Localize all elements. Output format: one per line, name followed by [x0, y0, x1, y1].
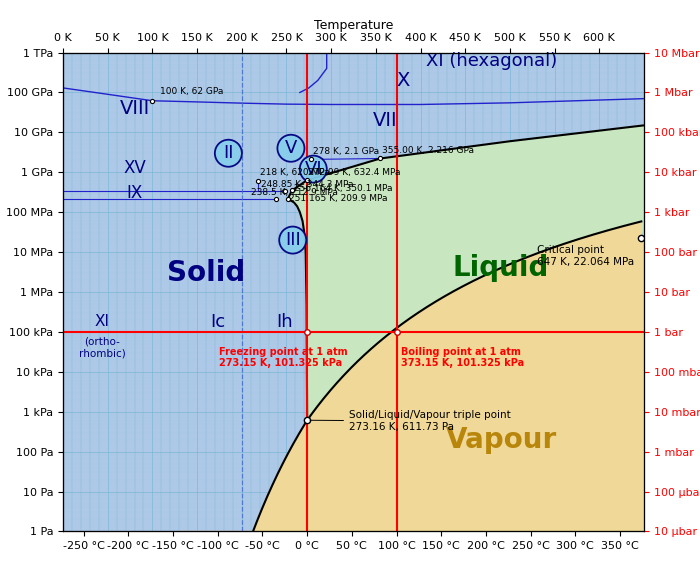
- Text: 256.164 K, 350.1 MPa: 256.164 K, 350.1 MPa: [293, 184, 392, 193]
- Text: Liquid: Liquid: [453, 254, 550, 282]
- Text: Ic: Ic: [210, 312, 225, 331]
- Text: 251.165 K, 209.9 MPa: 251.165 K, 209.9 MPa: [289, 194, 388, 203]
- Text: 238.5 K, 212.9 MPa: 238.5 K, 212.9 MPa: [251, 188, 337, 197]
- Text: 100 K, 62 GPa: 100 K, 62 GPa: [160, 88, 223, 96]
- Text: Vapour: Vapour: [445, 426, 556, 454]
- Text: Solid/Liquid/Vapour triple point
273.16 K, 611.73 Pa: Solid/Liquid/Vapour triple point 273.16 …: [310, 411, 511, 432]
- Text: 248.85 K, 344.3 MPa: 248.85 K, 344.3 MPa: [261, 180, 354, 189]
- Text: VIII: VIII: [120, 99, 150, 118]
- Text: (ortho-
rhombic): (ortho- rhombic): [79, 337, 126, 359]
- Text: V: V: [285, 139, 297, 157]
- Text: 218 K, 620 MPa: 218 K, 620 MPa: [260, 168, 330, 178]
- Text: Ih: Ih: [276, 312, 293, 331]
- Y-axis label: Pressure: Pressure: [0, 265, 4, 319]
- Text: Freezing point at 1 atm
273.15 K, 101.325 kPa: Freezing point at 1 atm 273.15 K, 101.32…: [219, 346, 348, 368]
- Text: X: X: [396, 71, 410, 90]
- Text: 355.00 K, 2.216 GPa: 355.00 K, 2.216 GPa: [382, 146, 474, 155]
- Text: XI: XI: [94, 314, 110, 329]
- Text: IX: IX: [127, 184, 143, 202]
- Text: II: II: [223, 144, 234, 162]
- Text: 272.99 K, 632.4 MPa: 272.99 K, 632.4 MPa: [308, 168, 400, 178]
- Text: Solid: Solid: [167, 259, 245, 287]
- Polygon shape: [288, 126, 644, 420]
- Text: Critical point
647 K, 22.064 MPa: Critical point 647 K, 22.064 MPa: [537, 245, 634, 267]
- Text: VII: VII: [372, 111, 397, 130]
- Polygon shape: [179, 221, 644, 584]
- Text: Boiling point at 1 atm
373.15 K, 101.325 kPa: Boiling point at 1 atm 373.15 K, 101.325…: [401, 346, 524, 368]
- Text: III: III: [285, 231, 300, 249]
- Text: XI (hexagonal): XI (hexagonal): [426, 53, 558, 71]
- Text: VI: VI: [304, 160, 322, 178]
- X-axis label: Temperature: Temperature: [314, 19, 393, 32]
- Text: 278 K, 2.1 GPa: 278 K, 2.1 GPa: [314, 147, 379, 157]
- Text: XV: XV: [123, 159, 146, 177]
